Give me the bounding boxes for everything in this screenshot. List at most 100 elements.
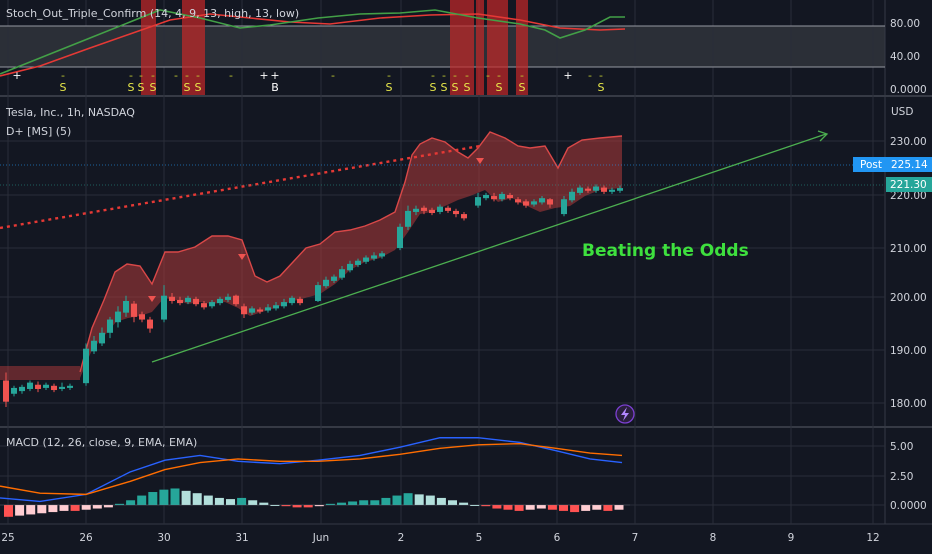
candle-body — [339, 269, 345, 278]
candle-body — [371, 255, 377, 259]
macd-histogram-bar — [492, 505, 502, 509]
stoch-signal-label: S — [128, 81, 135, 94]
stoch-signal-mark: - — [465, 69, 469, 82]
macd-histogram-bar — [203, 495, 213, 505]
candle-body — [161, 295, 167, 320]
candle-body — [225, 296, 231, 300]
stoch-signal-mark: + — [563, 69, 572, 82]
sell-marker — [148, 296, 156, 302]
candle-body — [539, 198, 545, 203]
stoch-signal-mark: - — [431, 69, 435, 82]
x-tick: 6 — [554, 532, 561, 544]
price-tick: 210.00 — [890, 243, 927, 255]
stoch-signal-label: S — [519, 81, 526, 94]
candle-body — [617, 188, 623, 191]
stoch-tick: 80.00 — [890, 18, 920, 30]
candle-body — [19, 386, 25, 392]
macd-histogram-bar — [614, 505, 624, 510]
annotation-beating-the-odds[interactable]: Beating the Odds — [582, 241, 749, 261]
stoch-signal-label: S — [598, 81, 605, 94]
macd-histogram-bar — [481, 505, 491, 507]
price-band — [80, 132, 622, 378]
uptrend-line — [151, 133, 827, 363]
macd-tick: 0.0000 — [890, 500, 927, 512]
candle-body — [515, 199, 521, 203]
stoch-signal-mark: + — [12, 69, 21, 82]
macd-histogram-bar — [48, 505, 58, 513]
x-tick: 2 — [398, 532, 405, 544]
candle-body — [43, 384, 49, 388]
candle-body — [429, 209, 435, 214]
candle-body — [67, 385, 73, 388]
stoch-signal-mark: - — [139, 69, 143, 82]
macd-tick: 2.50 — [890, 471, 913, 483]
macd-histogram-bar — [259, 502, 269, 505]
candle-body — [185, 297, 191, 303]
stoch-overbought-band — [0, 26, 885, 67]
candle-body — [83, 348, 89, 384]
macd-histogram-bar — [170, 488, 180, 505]
candle-body — [3, 380, 9, 402]
candle-body — [437, 206, 443, 212]
stoch-signal-mark: - — [599, 69, 603, 82]
macd-histogram-bar — [325, 503, 335, 505]
x-tick: 30 — [157, 532, 170, 544]
macd-histogram-bar — [115, 503, 124, 505]
stoch-signal-mark: - — [442, 69, 446, 82]
stoch-line-green — [0, 9, 625, 75]
macd-histogram-bar — [103, 505, 113, 508]
lightning-icon[interactable] — [615, 404, 635, 424]
macd-histogram-bar — [370, 500, 380, 505]
candle-body — [297, 298, 303, 304]
candle-body — [139, 314, 145, 320]
candle-body — [355, 260, 361, 265]
candle-body — [35, 384, 41, 389]
candle-body — [421, 207, 427, 211]
macd-histogram-bar — [436, 497, 446, 505]
candle-body — [249, 308, 255, 313]
candle-body — [217, 298, 223, 304]
candle-body — [461, 214, 467, 219]
macd-tick: 5.00 — [890, 441, 913, 453]
macd-histogram-bar — [559, 505, 568, 511]
stoch-signal-label: S — [441, 81, 448, 94]
stoch-signal-label: S — [138, 81, 145, 94]
stoch-signal-label: S — [60, 81, 67, 94]
price-tick: 190.00 — [890, 345, 927, 357]
stoch-signal-mark: - — [185, 69, 189, 82]
x-tick: 26 — [79, 532, 93, 544]
macd-histogram-bar — [59, 505, 69, 511]
x-tick: Jun — [312, 532, 329, 544]
x-tick: 9 — [788, 532, 795, 544]
stoch-signal-mark: - — [61, 69, 65, 82]
candle-body — [11, 387, 17, 394]
sell-zone — [487, 0, 508, 95]
candle-body — [507, 195, 513, 199]
candle-body — [577, 187, 583, 193]
price-tick: 200.00 — [890, 292, 927, 304]
macd-histogram-bar — [459, 502, 469, 505]
post-tag-label: Post — [860, 159, 882, 171]
candle-body — [601, 187, 607, 192]
macd-histogram-bar — [381, 497, 391, 505]
stoch-signal-label: S — [452, 81, 459, 94]
candle-body — [561, 199, 567, 215]
uptrend-arrowhead — [817, 130, 829, 142]
price-band-start — [0, 366, 80, 380]
macd-histogram-bar — [348, 501, 358, 505]
macd-layer — [0, 437, 630, 517]
macd-histogram-bar — [292, 505, 302, 508]
candle-body — [609, 189, 615, 192]
x-tick: 8 — [710, 532, 717, 544]
candle-body — [323, 279, 329, 287]
sell-marker — [476, 158, 484, 164]
candle-body — [331, 276, 337, 281]
candle-body — [107, 319, 113, 333]
stoch-signal-mark: - — [129, 69, 133, 82]
candle-body — [257, 309, 263, 312]
candle-body — [201, 303, 207, 308]
macd-histogram-bar — [359, 500, 369, 505]
candle-body — [273, 305, 279, 309]
candle-body — [531, 201, 537, 205]
candle-body — [147, 319, 153, 329]
